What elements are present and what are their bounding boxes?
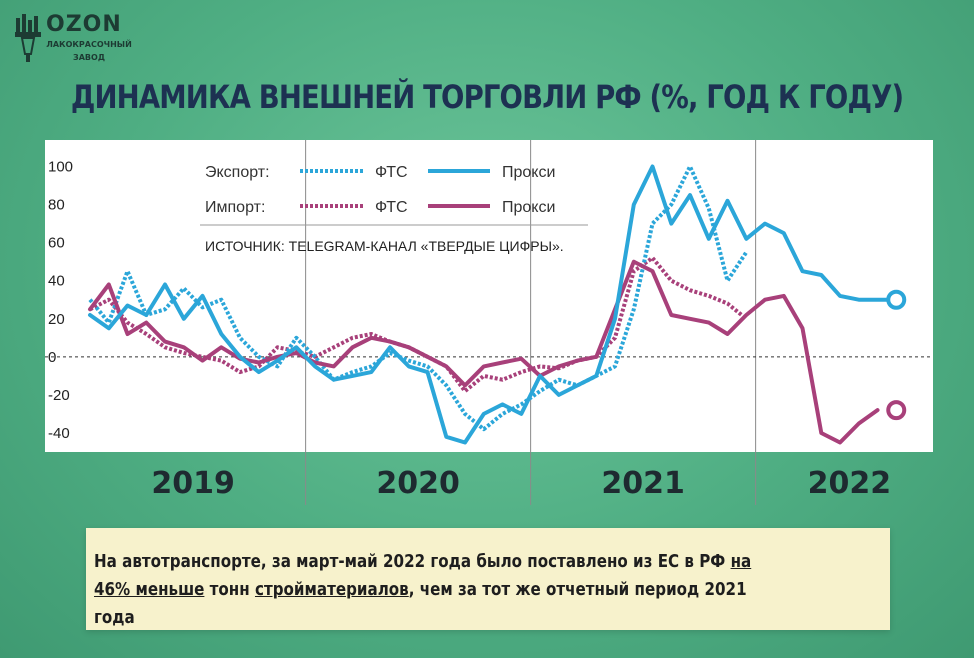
factory-icon: [15, 14, 41, 62]
note-text: На автотранспорте, за март-май 2022 года…: [94, 548, 766, 632]
end-marker: [886, 289, 907, 310]
y-tick-label: -20: [48, 387, 70, 404]
year-label: 2021: [601, 466, 685, 501]
legend-import-label: Импорт:: [205, 199, 265, 216]
year-label: 2020: [376, 466, 460, 501]
chart-legend: Экспорт: ФТС Прокси Импорт: ФТС Прокси И…: [200, 164, 588, 254]
note-card: На автотранспорте, за март-май 2022 года…: [86, 528, 890, 630]
y-tick-label: 20: [48, 311, 65, 328]
note-highlight-materials: стройматериалов: [254, 579, 409, 600]
y-tick-label: 100: [48, 159, 73, 176]
legend-import-fts-label: ФТС: [375, 199, 408, 216]
brand-subtitle: ЛАКОКРАСОЧНЫЙ ЗАВОД: [46, 38, 132, 64]
note-part3: , чем за тот же отчетный период 2021 год…: [94, 579, 747, 628]
y-tick-label: 60: [48, 235, 65, 252]
chart-title: ДИНАМИКА ВНЕШНЕЙ ТОРГОВЛИ РФ (%, ГОД К Г…: [70, 78, 904, 116]
brand-logo: OZON ЛАКОКРАСОЧНЫЙ ЗАВОД: [14, 10, 134, 70]
series-line-import-proxy: [88, 259, 880, 445]
year-label: 2019: [151, 466, 235, 501]
series-line-export-proxy: [88, 164, 899, 445]
note-highlight-percent: на 46% меньше: [94, 551, 752, 600]
legend-export-fts-label: ФТС: [375, 164, 408, 181]
series-line-export-fts: [88, 164, 748, 432]
note-part2: тонн: [204, 579, 255, 600]
end-marker: [886, 400, 907, 421]
brand-subtitle-line1: ЛАКОКРАСОЧНЫЙ: [46, 40, 132, 49]
brand-subtitle-line2: ЗАВОД: [73, 53, 105, 62]
y-tick-label: 40: [48, 273, 65, 290]
brand-name: OZON: [46, 12, 122, 37]
year-label: 2022: [808, 466, 892, 501]
y-tick-label: -40: [48, 425, 70, 442]
legend-export-proxy-label: Прокси: [502, 164, 555, 181]
legend-export-label: Экспорт:: [205, 164, 270, 181]
note-part1: На автотранспорте, за март-май 2022 года…: [94, 551, 731, 572]
y-tick-label: 80: [48, 197, 65, 214]
chart-source: ИСТОЧНИК: TELEGRAM-КАНАЛ «ТВЕРДЫЕ ЦИФРЫ»…: [205, 238, 564, 254]
legend-import-proxy-label: Прокси: [502, 199, 555, 216]
